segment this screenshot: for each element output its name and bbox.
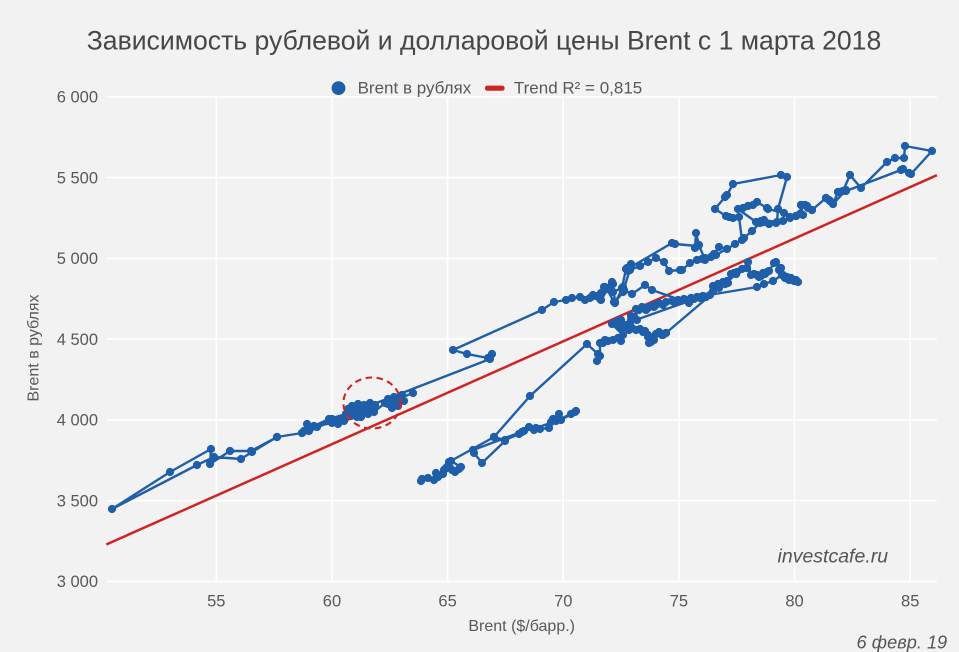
svg-text:Brent в рублях: Brent в рублях [26, 295, 43, 402]
svg-text:Trend R² = 0,815: Trend R² = 0,815 [514, 79, 642, 98]
svg-text:85: 85 [901, 593, 919, 611]
svg-text:6 000: 6 000 [57, 89, 98, 107]
svg-text:6 февр. 19: 6 февр. 19 [857, 632, 948, 652]
svg-text:Brent ($/барр.): Brent ($/барр.) [468, 618, 575, 635]
svg-text:3 000: 3 000 [57, 573, 98, 591]
svg-text:Зависимость рублевой и долларо: Зависимость рублевой и долларовой цены B… [87, 26, 882, 56]
svg-text:4 500: 4 500 [57, 331, 98, 349]
svg-text:55: 55 [207, 593, 225, 611]
svg-text:5 500: 5 500 [57, 169, 98, 187]
svg-text:3 500: 3 500 [57, 492, 98, 510]
svg-text:Brent в рублях: Brent в рублях [358, 79, 472, 98]
svg-text:5 000: 5 000 [57, 250, 98, 268]
svg-text:60: 60 [323, 593, 341, 611]
svg-text:65: 65 [438, 593, 456, 611]
svg-text:investcafe.ru: investcafe.ru [778, 545, 889, 567]
svg-text:4 000: 4 000 [57, 412, 98, 430]
svg-text:70: 70 [554, 593, 572, 611]
svg-text:80: 80 [785, 593, 803, 611]
svg-text:75: 75 [670, 593, 688, 611]
